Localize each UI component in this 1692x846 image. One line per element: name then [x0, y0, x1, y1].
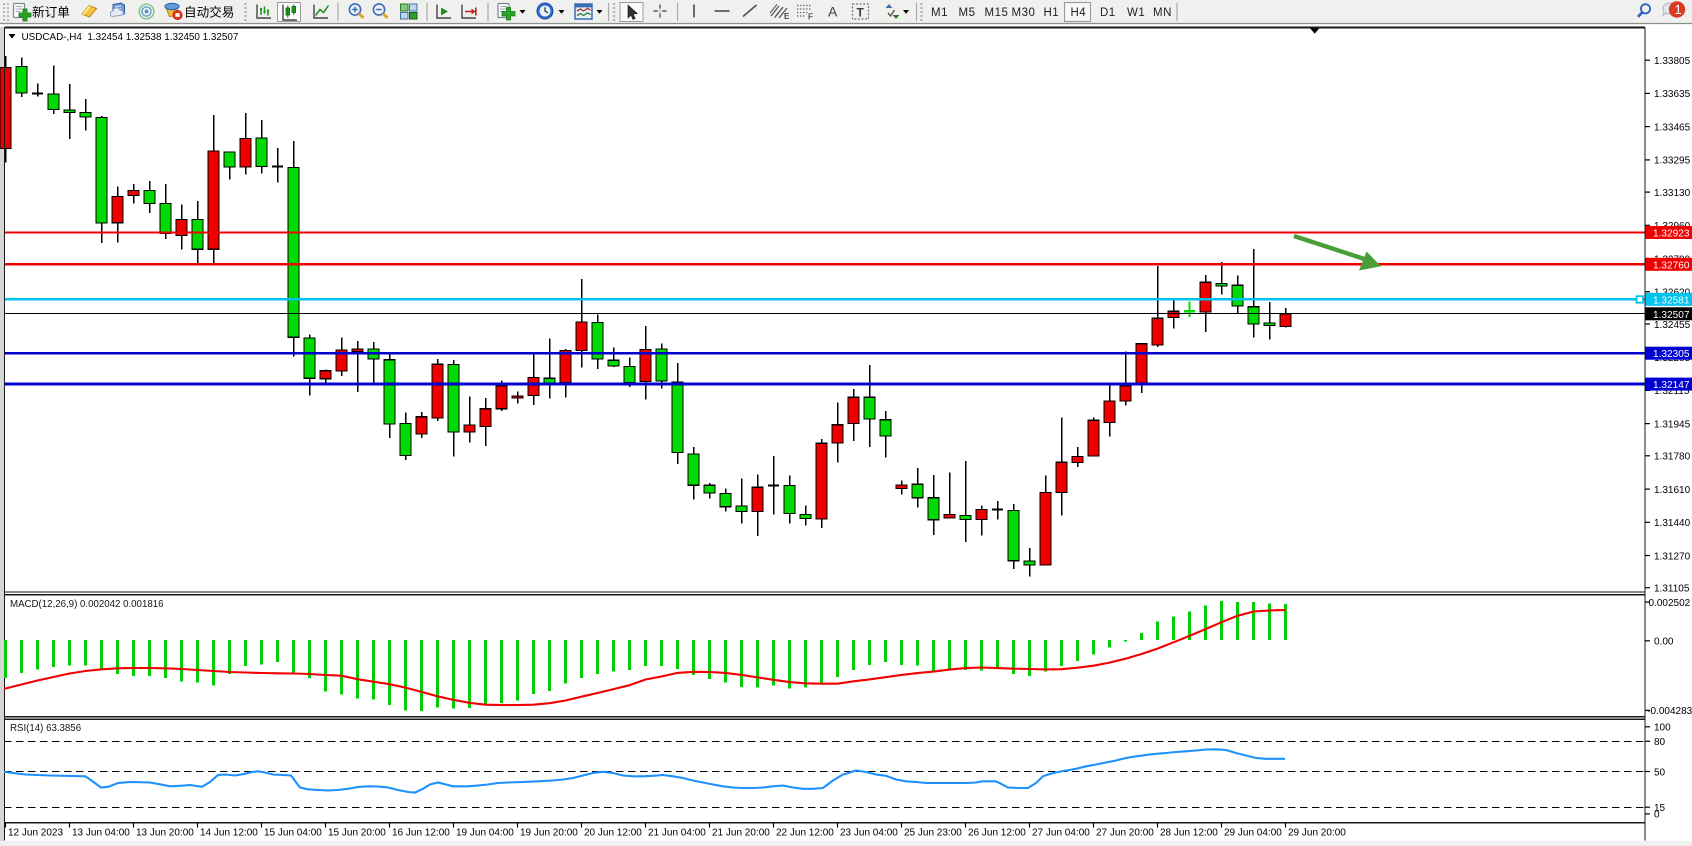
- svg-text:19 Jun 04:00: 19 Jun 04:00: [456, 828, 514, 839]
- svg-text:80: 80: [1654, 737, 1666, 748]
- svg-text:22 Jun 12:00: 22 Jun 12:00: [776, 828, 834, 839]
- svg-text:50: 50: [1654, 767, 1666, 778]
- svg-text:29 Jun 20:00: 29 Jun 20:00: [1288, 828, 1346, 839]
- svg-text:RSI(14) 63.3856: RSI(14) 63.3856: [10, 723, 81, 734]
- svg-text:1.33635: 1.33635: [1654, 89, 1691, 100]
- svg-text:W1: W1: [1127, 7, 1145, 19]
- svg-text:-0.004283: -0.004283: [1647, 706, 1692, 717]
- svg-text:M1: M1: [931, 7, 948, 19]
- svg-text:12 Jun 2023: 12 Jun 2023: [8, 828, 63, 839]
- svg-text:自动交易: 自动交易: [184, 5, 234, 20]
- svg-text:MN: MN: [1153, 7, 1172, 19]
- svg-text:新订单: 新订单: [32, 5, 70, 20]
- svg-text:1.32147: 1.32147: [1653, 380, 1690, 391]
- svg-text:14 Jun 12:00: 14 Jun 12:00: [200, 828, 258, 839]
- svg-text:1.33295: 1.33295: [1654, 156, 1691, 167]
- svg-text:15 Jun 04:00: 15 Jun 04:00: [264, 828, 322, 839]
- svg-text:A: A: [828, 4, 838, 20]
- svg-text:1.31270: 1.31270: [1654, 551, 1691, 562]
- svg-text:M15: M15: [985, 7, 1009, 19]
- svg-text:1.31440: 1.31440: [1654, 518, 1691, 529]
- svg-text:1.31780: 1.31780: [1654, 452, 1691, 463]
- svg-text:USDCAD-,H4 1.32454 1.32538 1.: USDCAD-,H4 1.32454 1.32538 1.32450 1.325…: [22, 32, 239, 43]
- svg-text:21 Jun 20:00: 21 Jun 20:00: [712, 828, 770, 839]
- svg-text:1.32115: 1.32115: [1654, 386, 1690, 397]
- svg-text:27 Jun 04:00: 27 Jun 04:00: [1032, 828, 1090, 839]
- svg-text:E: E: [784, 12, 789, 21]
- svg-text:13 Jun 04:00: 13 Jun 04:00: [72, 828, 130, 839]
- svg-text:H1: H1: [1044, 7, 1060, 19]
- svg-text:15: 15: [1654, 803, 1666, 814]
- svg-text:H4: H4: [1071, 7, 1087, 19]
- svg-text:100: 100: [1654, 723, 1671, 734]
- svg-text:F: F: [808, 13, 813, 22]
- svg-text:0: 0: [1654, 810, 1660, 821]
- svg-text:1.32581: 1.32581: [1653, 295, 1690, 306]
- svg-text:1.32923: 1.32923: [1653, 229, 1690, 240]
- svg-text:23 Jun 04:00: 23 Jun 04:00: [840, 828, 898, 839]
- svg-text:1.32507: 1.32507: [1653, 310, 1690, 321]
- svg-text:26 Jun 12:00: 26 Jun 12:00: [968, 828, 1026, 839]
- svg-text:16 Jun 12:00: 16 Jun 12:00: [392, 828, 450, 839]
- svg-text:13 Jun 20:00: 13 Jun 20:00: [136, 828, 194, 839]
- svg-text:21 Jun 04:00: 21 Jun 04:00: [648, 828, 706, 839]
- svg-text:1.32760: 1.32760: [1653, 260, 1690, 271]
- svg-text:1.31945: 1.31945: [1654, 419, 1691, 430]
- svg-text:1.32305: 1.32305: [1653, 349, 1690, 360]
- svg-text:1.31105: 1.31105: [1654, 584, 1690, 595]
- svg-text:0.002502: 0.002502: [1649, 598, 1691, 609]
- svg-text:M5: M5: [959, 7, 976, 19]
- svg-text:29 Jun 04:00: 29 Jun 04:00: [1224, 828, 1282, 839]
- svg-text:1.33465: 1.33465: [1654, 122, 1691, 133]
- svg-text:T: T: [857, 6, 865, 20]
- svg-text:1.33805: 1.33805: [1654, 56, 1691, 67]
- svg-text:1: 1: [1675, 2, 1682, 17]
- svg-text:D1: D1: [1100, 7, 1116, 19]
- svg-text:1.33130: 1.33130: [1654, 188, 1691, 199]
- svg-text:19 Jun 20:00: 19 Jun 20:00: [520, 828, 578, 839]
- svg-text:25 Jun 23:00: 25 Jun 23:00: [904, 828, 962, 839]
- svg-text:20 Jun 12:00: 20 Jun 12:00: [584, 828, 642, 839]
- svg-text:15 Jun 20:00: 15 Jun 20:00: [328, 828, 386, 839]
- svg-text:0.00: 0.00: [1654, 637, 1674, 648]
- svg-text:1.32455: 1.32455: [1654, 320, 1691, 331]
- svg-text:M30: M30: [1012, 7, 1036, 19]
- svg-text:1.31610: 1.31610: [1654, 485, 1691, 496]
- svg-text:28 Jun 12:00: 28 Jun 12:00: [1160, 828, 1218, 839]
- svg-text:27 Jun 20:00: 27 Jun 20:00: [1096, 828, 1154, 839]
- svg-text:MACD(12,26,9) 0.002042 0.00181: MACD(12,26,9) 0.002042 0.001816: [10, 599, 164, 610]
